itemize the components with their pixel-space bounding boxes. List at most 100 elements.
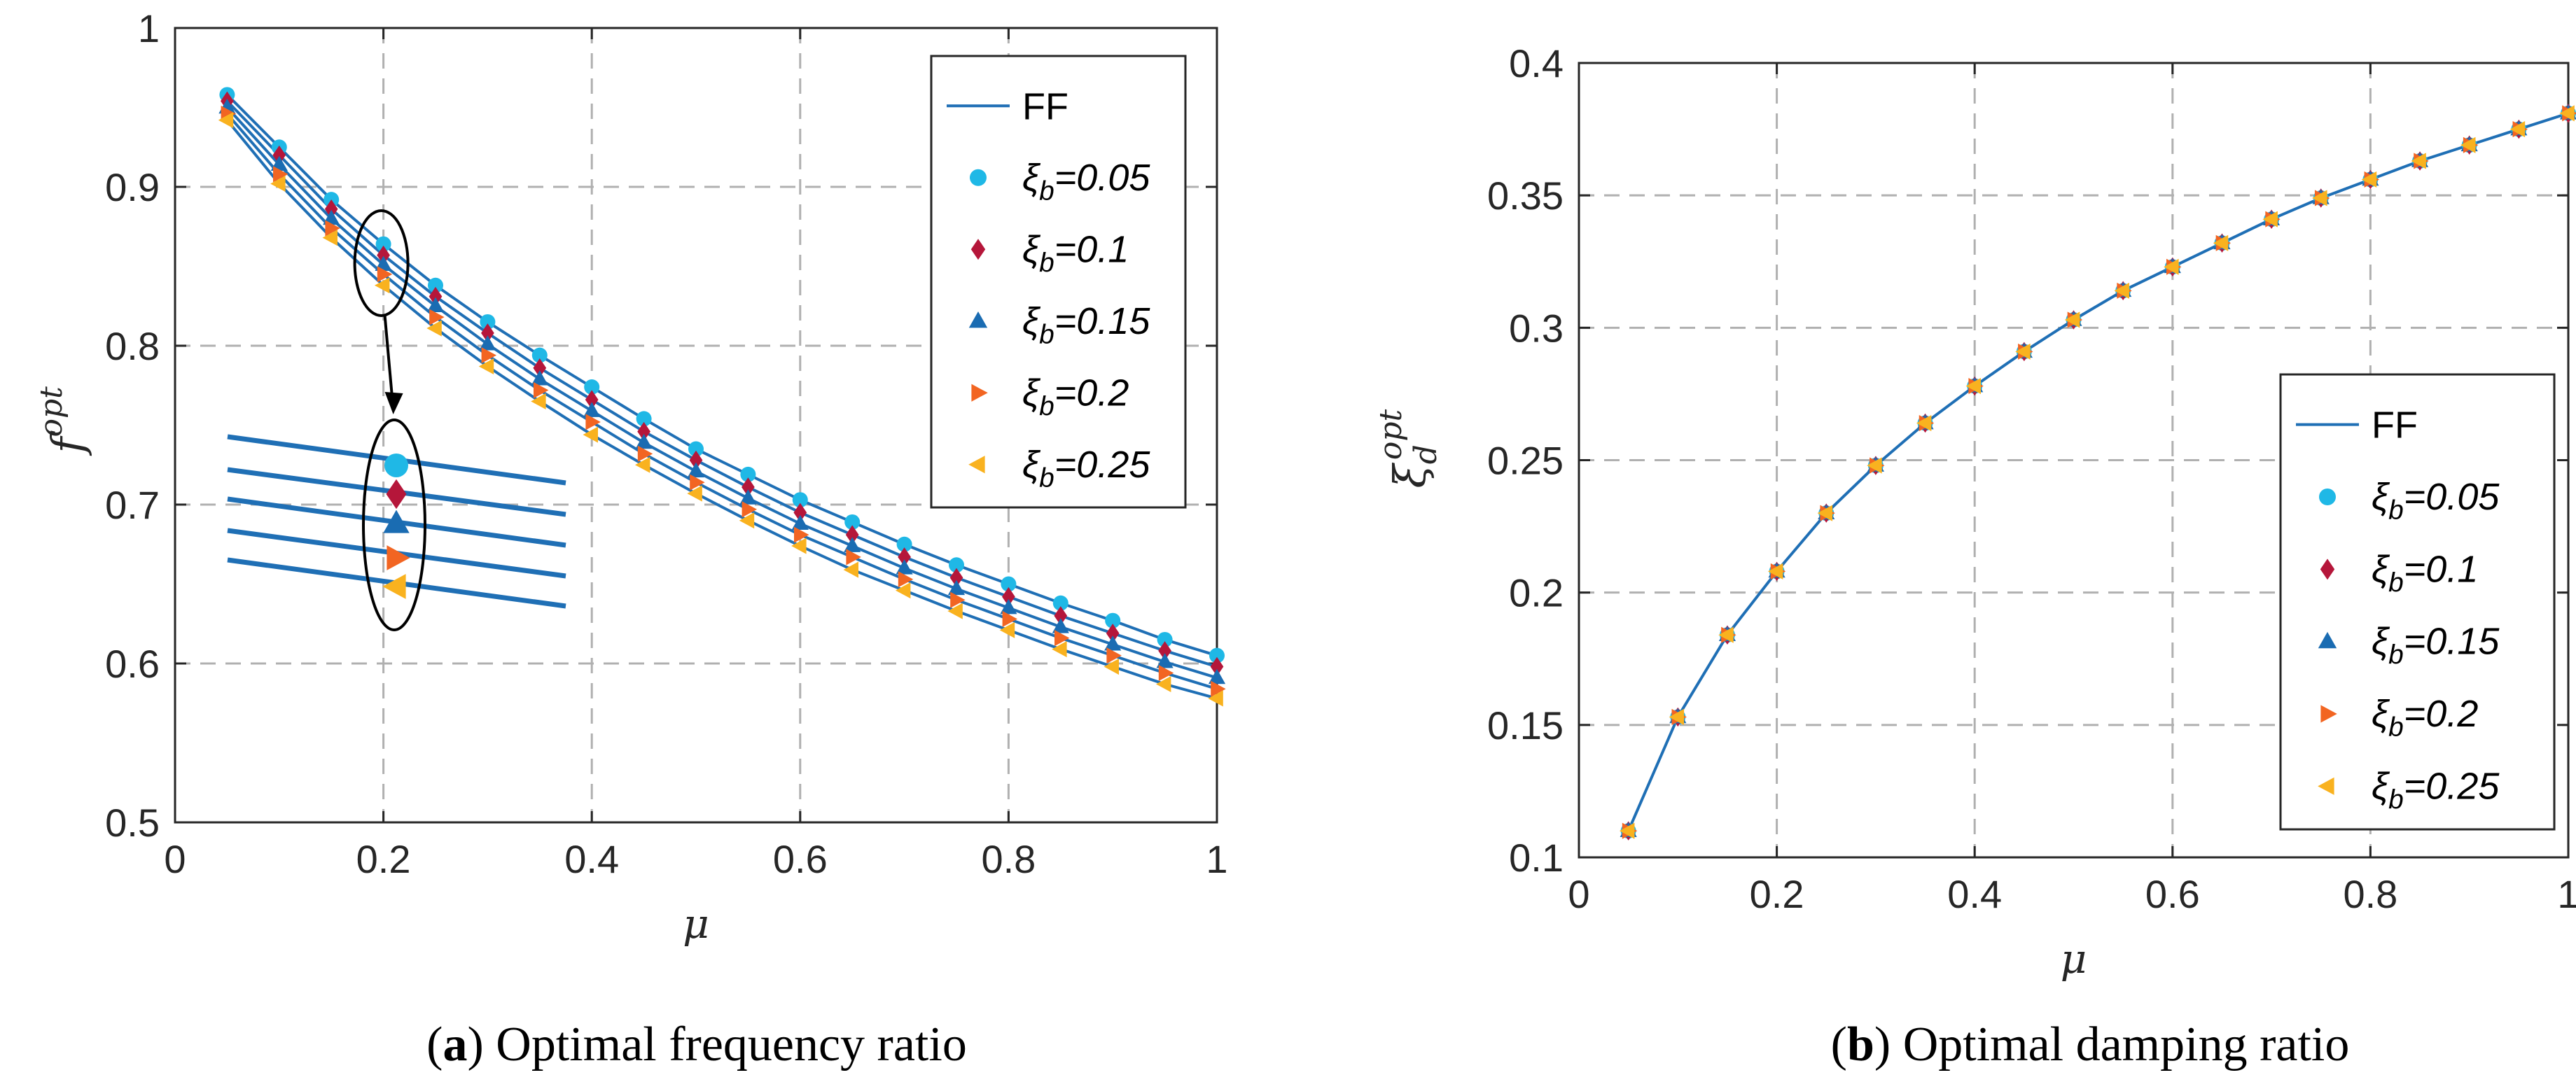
marker (2460, 136, 2476, 153)
marker-0.25 (999, 621, 1015, 638)
marker-0.15 (635, 433, 653, 449)
marker-0.25 (1103, 658, 1119, 675)
series-line-0.1 (225, 100, 1218, 668)
x-tick-label: 0.6 (2145, 872, 2200, 916)
marker-0.05 (531, 347, 548, 363)
marker-0.1 (585, 390, 599, 409)
legend-marker (971, 384, 988, 402)
series-markers (218, 87, 1226, 707)
zoom-ellipse-small (353, 209, 410, 317)
marker-0.25 (322, 230, 337, 246)
y-tick-label: 0.6 (105, 642, 160, 686)
x-tick-label: 0.4 (564, 837, 619, 881)
marker-0.1 (324, 199, 338, 219)
marker (1767, 563, 1783, 579)
marker-0.15 (1000, 598, 1017, 614)
series-line-FF (1627, 111, 2569, 831)
marker-0.15 (270, 155, 288, 171)
marker-0.05 (428, 277, 443, 293)
marker-0.2 (534, 382, 549, 399)
marker-0.05 (375, 236, 391, 252)
y-tick-label: 0.3 (1509, 306, 1564, 350)
legend-label: ξb=0.1 (2372, 548, 2478, 598)
x-axis-label: μ (2061, 935, 2087, 983)
marker-0.15 (1104, 635, 1122, 651)
inset-marker (383, 510, 410, 533)
legend-label: ξb=0.25 (2372, 765, 2500, 815)
legend-label: ξb=0.05 (2372, 476, 2500, 526)
marker-0.25 (1052, 641, 1067, 658)
marker-0.15 (583, 402, 601, 417)
marker (1817, 505, 1833, 521)
marker-0.2 (690, 474, 705, 491)
marker (1620, 822, 1635, 839)
marker-0.2 (950, 591, 966, 608)
zoom-ellipse-large (362, 419, 426, 631)
marker-0.25 (374, 277, 390, 294)
marker-0.2 (481, 347, 497, 364)
legend-box (2279, 373, 2556, 831)
marker-0.05 (688, 441, 704, 457)
legend-marker (2318, 631, 2337, 649)
marker-0.1 (689, 450, 703, 470)
y-tick-label: 0.4 (1509, 41, 1564, 85)
chart-b: 0 0.2 0.4 0.6 0.8 1 0.1 0.15 0.2 0.25 0.3 0.35 0.4 μ ξ… (1373, 41, 2576, 1072)
marker-0.25 (531, 393, 546, 409)
legend-marker (970, 169, 987, 186)
legend: FF ξb=0.05 ξb=0.1 ξb=0.15 ξb=0.2 ξb=0.25 (930, 55, 1187, 509)
marker-0.15 (426, 297, 445, 313)
legend-marker (2318, 777, 2334, 795)
marker (2361, 171, 2377, 188)
series-markers (1620, 104, 2576, 841)
marker-0.1 (898, 547, 911, 567)
y-axis-label: fopt (34, 386, 93, 456)
marker (2164, 258, 2179, 275)
legend-marker (968, 311, 988, 328)
marker (2411, 153, 2426, 169)
marker (1916, 414, 1932, 432)
marker-0.15 (1052, 618, 1069, 633)
marker-0.1 (1210, 656, 1224, 677)
legend-label: ξb=0.2 (1022, 372, 1129, 421)
legend-label: ξb=0.2 (2372, 693, 2478, 743)
marker (2559, 105, 2575, 122)
marker-0.25 (843, 561, 858, 578)
chart-a: 0 0.2 0.4 0.6 0.8 1 0.5 0.6 0.7 0.8 0.9 1 μ fopt FF ξb=… (34, 6, 1228, 1072)
marker-0.15 (844, 537, 861, 552)
marker-0.1 (533, 358, 547, 378)
legend-marker (2320, 705, 2337, 723)
marker-0.25 (791, 538, 807, 554)
marker-0.1 (793, 503, 807, 523)
marker-0.25 (895, 582, 911, 599)
y-tick-label: 0.8 (105, 324, 160, 368)
y-tick-label: 0.5 (105, 801, 160, 845)
marker-0.05 (1105, 612, 1121, 628)
y-tick-label: 0.1 (1509, 836, 1564, 880)
marker (1669, 708, 1685, 726)
marker-0.25 (739, 512, 755, 529)
marker (2509, 121, 2526, 138)
marker (2114, 282, 2129, 299)
marker-0.25 (218, 112, 234, 129)
marker-0.15 (531, 370, 548, 386)
legend-marker (2320, 558, 2335, 580)
marker-0.2 (325, 220, 340, 237)
zoom-inset (227, 209, 566, 631)
legend: FF ξb=0.05 ξb=0.1 ξb=0.15 ξb=0.2 ξb=0.25 (2279, 373, 2556, 831)
marker-0.1 (1002, 586, 1015, 607)
legend-box (930, 55, 1187, 509)
marker-0.15 (739, 489, 757, 505)
marker-0.2 (742, 501, 758, 518)
marker-0.15 (479, 335, 496, 351)
marker-0.05 (1209, 647, 1225, 663)
marker (2213, 234, 2229, 251)
marker (1718, 626, 1734, 643)
marker-0.05 (896, 536, 912, 552)
marker-0.2 (898, 571, 914, 588)
axes-box (174, 27, 1218, 824)
marker-0.15 (947, 579, 966, 596)
marker (2015, 343, 2031, 360)
caption: (a) Optimal frequency ratio (426, 1018, 967, 1072)
legend-ff-label: FF (2372, 405, 2418, 447)
